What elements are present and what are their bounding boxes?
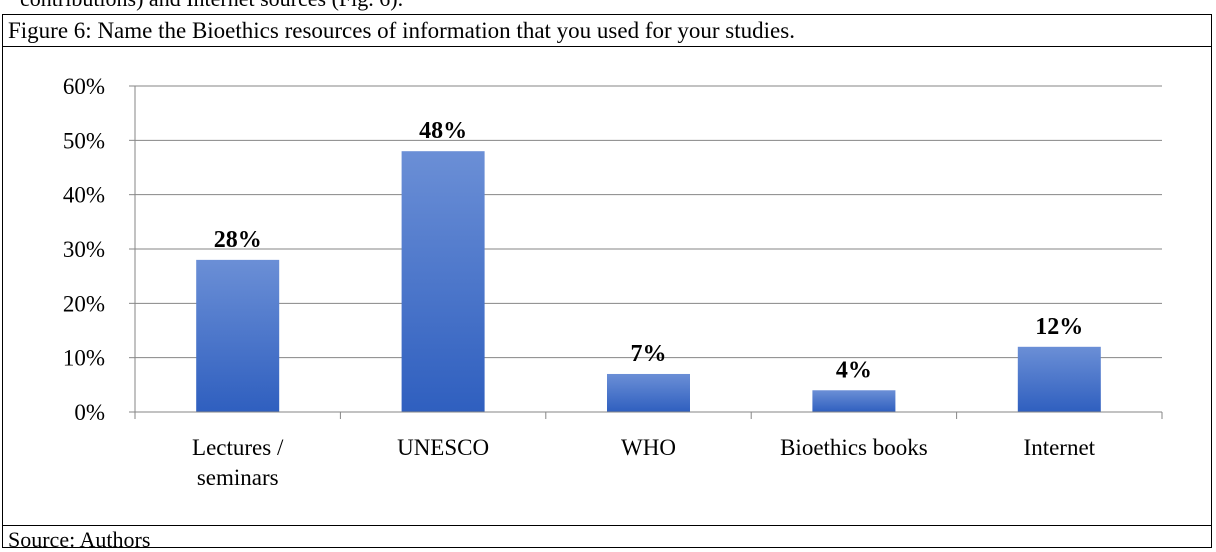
bar — [607, 373, 690, 412]
y-tick-label: 40% — [63, 183, 105, 208]
x-tick-label: UNESCO — [397, 435, 489, 460]
preceding-text-fragment: contributions) and Internet sources (Fig… — [0, 0, 1216, 14]
y-tick-label: 60% — [63, 74, 105, 99]
y-tick-label: 20% — [63, 291, 105, 316]
y-tick-label: 30% — [63, 237, 105, 262]
x-tick-label: seminars — [197, 465, 279, 490]
gridlines — [135, 85, 1162, 359]
y-tick-label: 0% — [74, 400, 105, 425]
labels: 0% 10% 20% 30% 40% 50% 60% 28% Lectures / seminar… — [63, 74, 1096, 490]
figure-caption: Figure 6: Name the Bioethics resources o… — [8, 18, 795, 43]
data-label: 4% — [836, 357, 872, 383]
x-tick-label: Lectures / — [192, 435, 284, 460]
data-label: 12% — [1035, 314, 1083, 340]
source-row: Source: Authors — [3, 525, 1211, 552]
source-note: Source: Authors — [8, 527, 151, 552]
y-tick-label: 10% — [63, 346, 105, 371]
bars — [196, 151, 1101, 412]
x-tick-label: Bioethics books — [780, 435, 928, 460]
preceding-text: contributions) and Internet sources (Fig… — [20, 0, 403, 12]
bar — [1017, 346, 1101, 412]
axes — [129, 85, 1163, 419]
bar — [401, 151, 485, 412]
x-tick-label: Internet — [1024, 435, 1096, 460]
y-tick-label: 50% — [63, 128, 105, 153]
data-label: 7% — [631, 341, 667, 367]
bar — [196, 259, 280, 412]
figure-caption-row: Figure 6: Name the Bioethics resources o… — [3, 15, 1211, 47]
bar — [812, 390, 896, 412]
figure-box: Figure 6: Name the Bioethics resources o… — [2, 14, 1212, 552]
x-tick-label: WHO — [621, 435, 676, 460]
data-label: 48% — [419, 118, 467, 144]
data-label: 28% — [214, 227, 262, 253]
